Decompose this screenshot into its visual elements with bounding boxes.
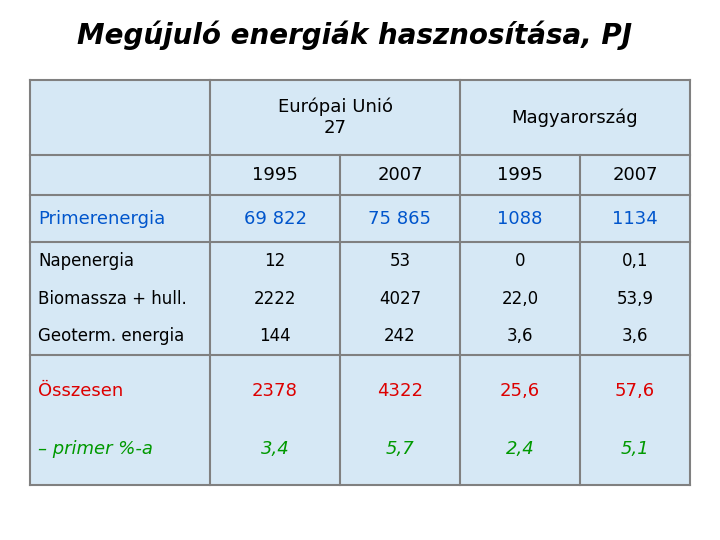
Text: 3,4: 3,4 xyxy=(261,440,289,457)
Text: 69 822: 69 822 xyxy=(243,210,307,227)
Text: 0: 0 xyxy=(515,252,526,270)
Text: 2007: 2007 xyxy=(377,166,423,184)
Text: 2222: 2222 xyxy=(253,289,296,307)
Text: Európai Unió
27: Európai Unió 27 xyxy=(277,98,392,137)
Text: 4322: 4322 xyxy=(377,382,423,400)
Text: – primer %-a: – primer %-a xyxy=(38,440,153,457)
Text: 1995: 1995 xyxy=(252,166,298,184)
Text: Primerenergia: Primerenergia xyxy=(38,210,166,227)
Text: Összesen: Összesen xyxy=(38,382,123,400)
Text: 53: 53 xyxy=(390,252,410,270)
Text: Megújuló energiák hasznosítása, PJ: Megújuló energiák hasznosítása, PJ xyxy=(78,20,633,50)
Bar xyxy=(30,80,690,485)
Text: 4027: 4027 xyxy=(379,289,421,307)
Text: 3,6: 3,6 xyxy=(507,327,534,345)
Text: 5,7: 5,7 xyxy=(386,440,415,457)
Text: Napenergia: Napenergia xyxy=(38,252,134,270)
Text: 2007: 2007 xyxy=(612,166,658,184)
Text: 242: 242 xyxy=(384,327,416,345)
Text: Biomassza + hull.: Biomassza + hull. xyxy=(38,289,186,307)
Text: 0,1: 0,1 xyxy=(622,252,648,270)
Text: 144: 144 xyxy=(259,327,291,345)
Text: 75 865: 75 865 xyxy=(369,210,431,227)
Text: 1995: 1995 xyxy=(497,166,543,184)
Text: 12: 12 xyxy=(264,252,286,270)
Text: 5,1: 5,1 xyxy=(621,440,649,457)
Text: 1088: 1088 xyxy=(498,210,543,227)
Text: 3,6: 3,6 xyxy=(622,327,648,345)
Text: 2,4: 2,4 xyxy=(505,440,534,457)
Text: 53,9: 53,9 xyxy=(616,289,654,307)
Text: 57,6: 57,6 xyxy=(615,382,655,400)
Text: Geoterm. energia: Geoterm. energia xyxy=(38,327,184,345)
Text: 25,6: 25,6 xyxy=(500,382,540,400)
Text: 1134: 1134 xyxy=(612,210,658,227)
Text: 22,0: 22,0 xyxy=(501,289,539,307)
Text: 2378: 2378 xyxy=(252,382,298,400)
Text: Magyarország: Magyarország xyxy=(512,108,639,127)
